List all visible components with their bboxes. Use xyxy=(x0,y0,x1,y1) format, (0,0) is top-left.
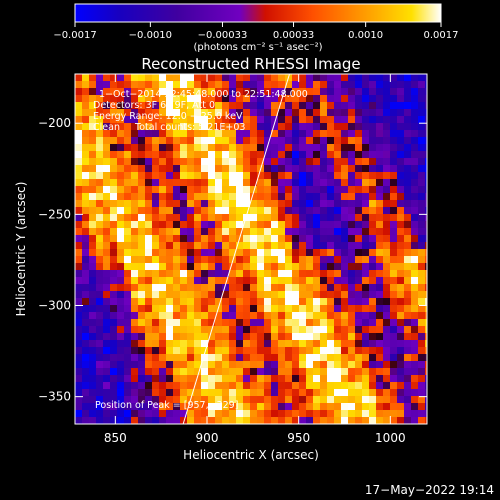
x-tick-label: 900 xyxy=(196,431,219,445)
y-tick-label: −250 xyxy=(38,207,71,221)
colorbar-tick-label: −0.00033 xyxy=(198,30,248,41)
y-tick-label: −350 xyxy=(38,390,71,404)
plot-frame xyxy=(74,73,428,425)
colorbar-tick-label: −0.0017 xyxy=(53,30,96,41)
y-axis-label: Heliocentric Y (arcsec) xyxy=(14,182,28,317)
annotation-time-range: 1−Oct−2014 22:45:48.000 to 22:51:48.000 xyxy=(99,89,308,100)
colorbar-ticks: −0.0017 −0.0010 −0.00033 0.00033 0.0010 0.001… xyxy=(53,22,459,41)
heatmap-image xyxy=(75,74,427,424)
colorbar-tick-label: 0.0010 xyxy=(348,30,383,41)
annotation-detectors: Detectors: 3F 6F 9F, Att 0 xyxy=(93,100,215,111)
annotation-clean-counts: Clean Total counts: 5.21E+03 xyxy=(93,122,245,133)
annotation-peak-position: Position of Peak = [957,−329] xyxy=(95,400,238,411)
axis-ticks: 850 900 950 1000 −200 −250 −300 −350 xyxy=(38,74,427,445)
y-tick-label: −300 xyxy=(38,299,71,313)
annotation-energy-range: Energy Range: 12.0 − 25.0 keV xyxy=(93,111,243,122)
x-axis-label: Heliocentric X (arcsec) xyxy=(183,448,319,462)
x-tick-label: 850 xyxy=(104,431,127,445)
colorbar xyxy=(74,3,442,23)
colorbar-unit-label: (photons cm⁻² s⁻¹ asec⁻²) xyxy=(193,42,322,53)
x-tick-label: 1000 xyxy=(375,431,406,445)
colorbar-tick-label: 0.0017 xyxy=(424,30,459,41)
chart-title: Reconstructed RHESSI Image xyxy=(141,55,360,73)
solar-limb-line xyxy=(182,74,290,424)
colorbar-tick-label: 0.00033 xyxy=(273,30,314,41)
x-tick-label: 950 xyxy=(287,431,310,445)
colorbar-tick-label: −0.0010 xyxy=(129,30,172,41)
y-tick-label: −200 xyxy=(38,116,71,130)
footer-timestamp: 17−May−2022 19:14 xyxy=(365,483,494,497)
